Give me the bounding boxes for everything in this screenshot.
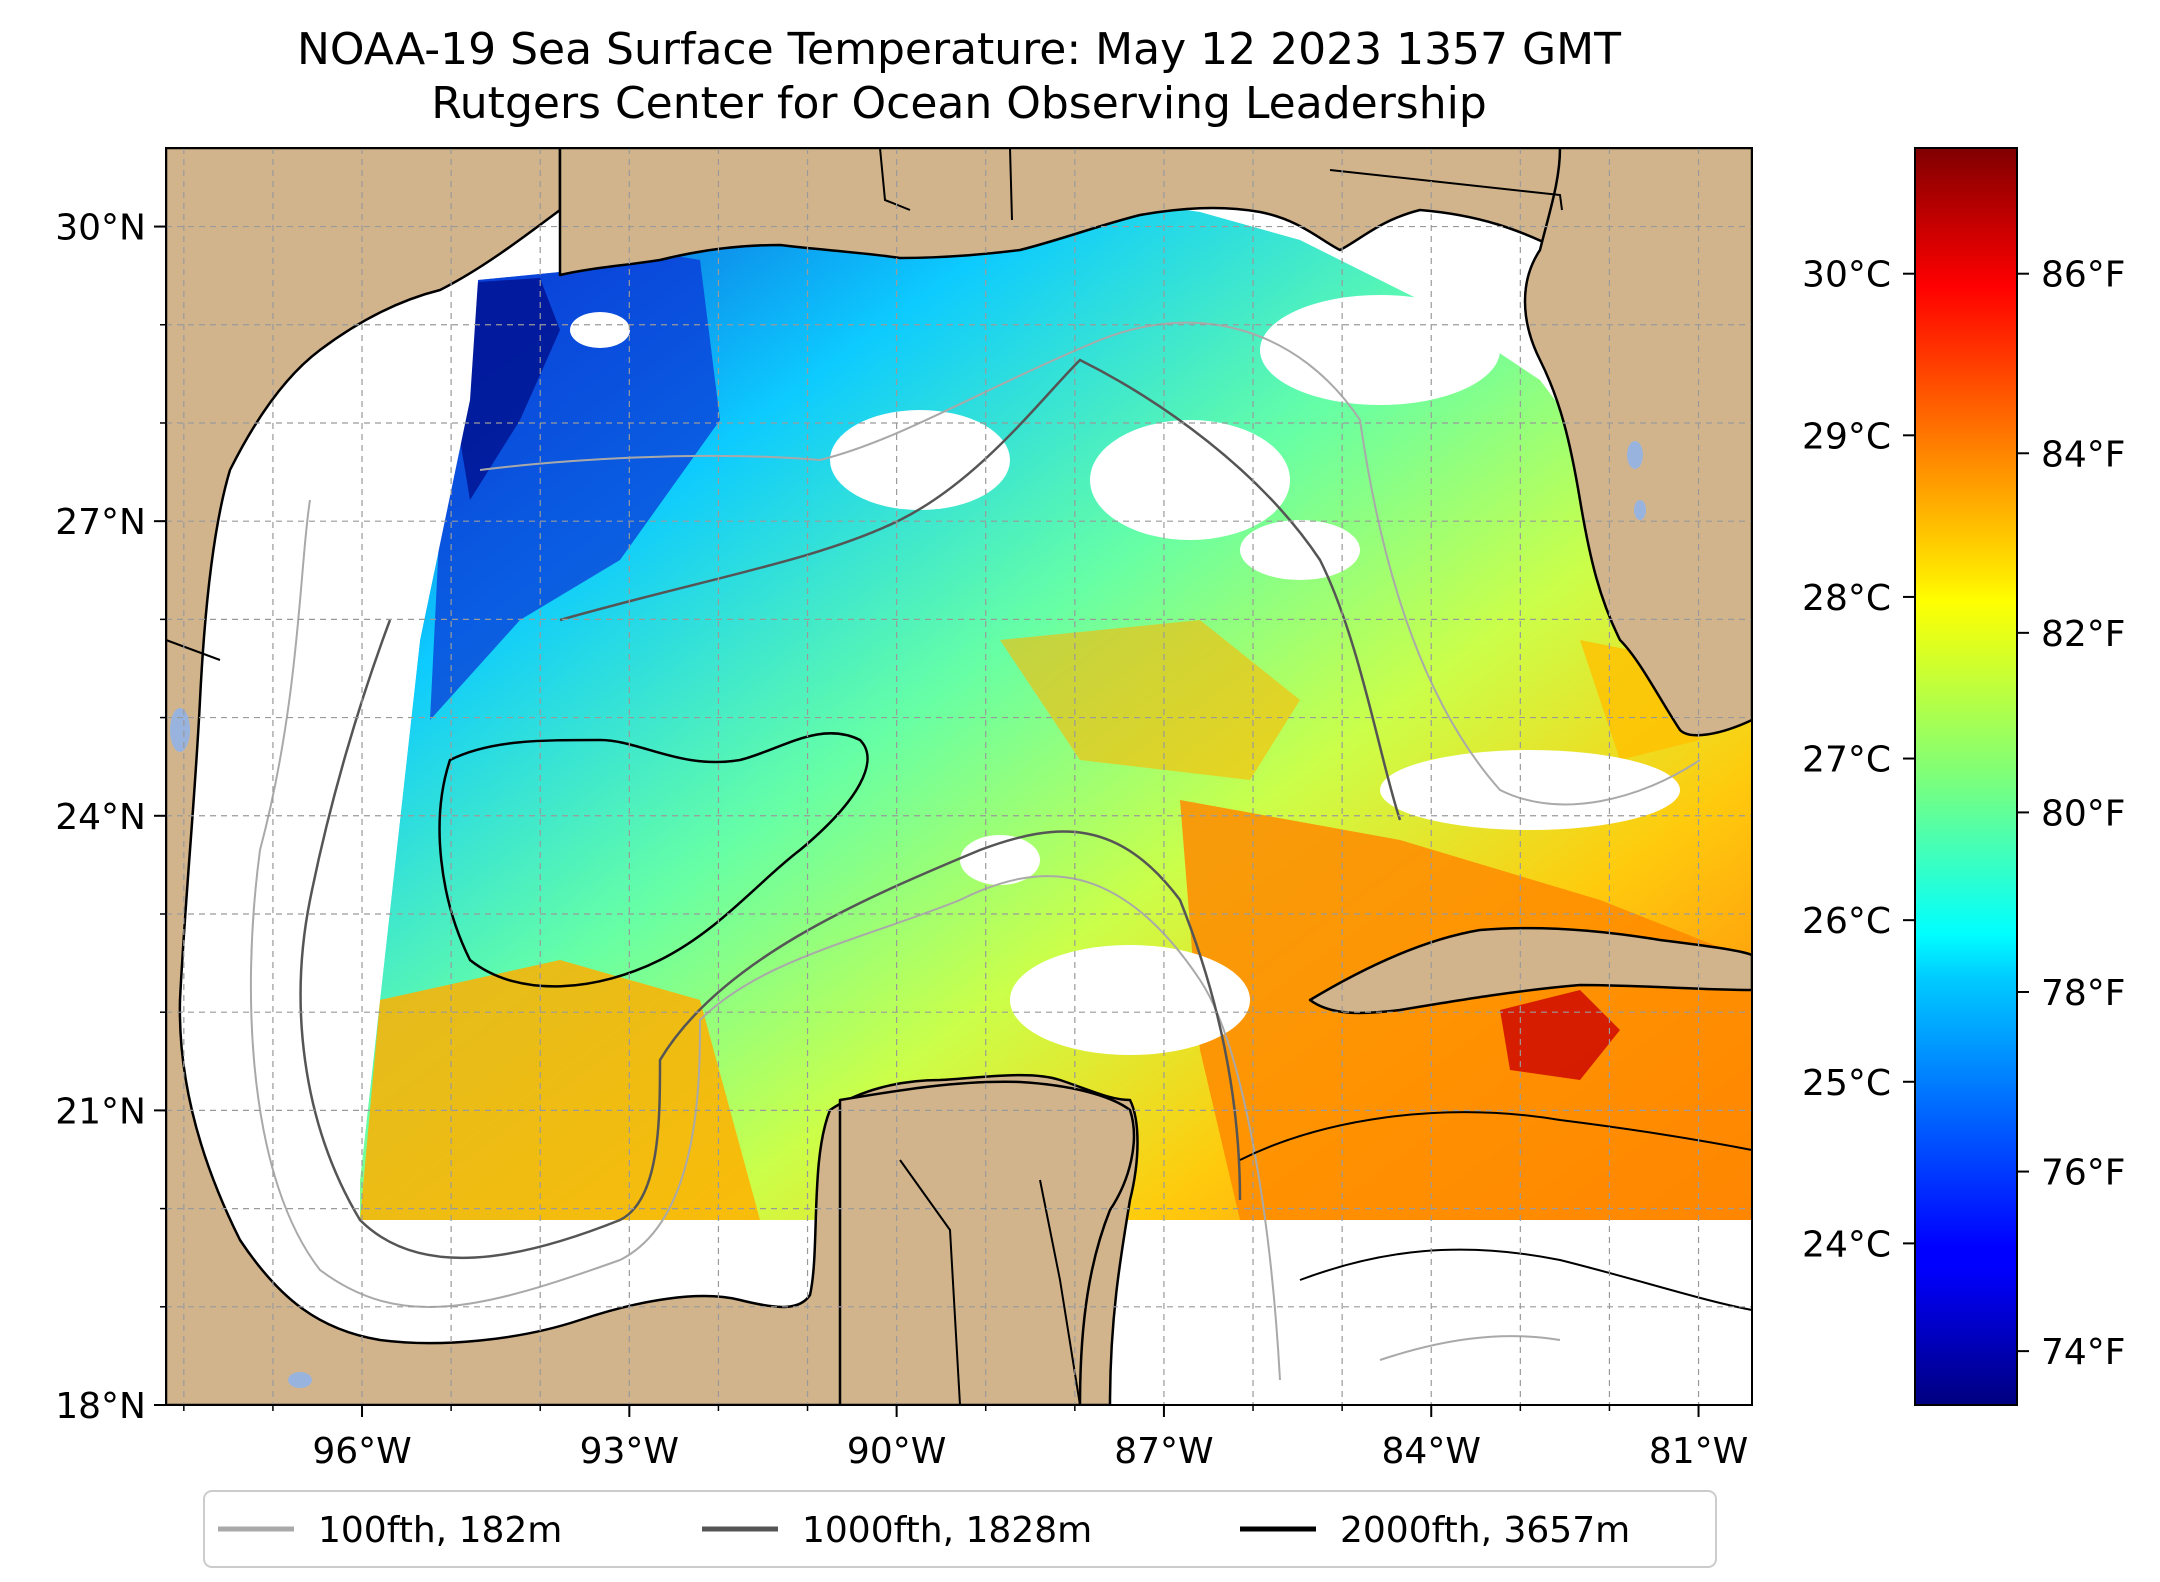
border-line: [879, 148, 911, 211]
contour-100fth: [479, 321, 1701, 806]
contour-2000fth: [438, 732, 869, 988]
sst-deep-blue-northwest: [460, 278, 560, 500]
political-borders: [166, 148, 1563, 1405]
cloud-patch: [1260, 295, 1500, 405]
lon-tick-label: 90°W: [847, 1431, 946, 1472]
lake: [288, 1372, 312, 1388]
lon-tick-label: 81°W: [1649, 1431, 1748, 1472]
colorbar-celsius-axis: 30°C 29°C 28°C 27°C 26°C 25°C 24°C: [1802, 255, 1915, 1265]
lake: [170, 708, 190, 752]
celsius-tick-label: 24°C: [1802, 1224, 1891, 1265]
lon-tick-label: 87°W: [1114, 1431, 1213, 1472]
cloud-patch: [570, 312, 630, 348]
celsius-tick-label: 26°C: [1802, 901, 1891, 942]
colorbar-gradient: [1915, 148, 2017, 1405]
chart-subtitle: Rutgers Center for Ocean Observing Leade…: [431, 78, 1487, 129]
border-line: [1009, 148, 1013, 221]
sst-warm-caribbean: [1180, 800, 1752, 1220]
latitude-axis: 30°N 27°N 24°N 21°N 18°N: [55, 208, 166, 1427]
contour-2000fth: [1239, 1111, 1752, 1161]
cloud-patch: [1090, 420, 1290, 540]
lakes: [170, 441, 1646, 1388]
legend: 100fth, 182m 1000fth, 1828m 2000fth, 3657m: [203, 1490, 1717, 1568]
lat-tick-label: 18°N: [55, 1386, 146, 1427]
map-frame: [165, 147, 1753, 1406]
colorbar-fahrenheit-axis: 86°F 84°F 82°F 80°F 78°F 76°F 74°F: [2017, 255, 2126, 1373]
contour-100fth: [1379, 1335, 1561, 1361]
fahrenheit-tick-label: 86°F: [2041, 255, 2126, 296]
lake: [1627, 441, 1643, 469]
legend-label: 100fth, 182m: [318, 1510, 562, 1551]
bathymetry-contours: [249, 321, 1752, 1381]
lon-tick-label: 93°W: [580, 1431, 679, 1472]
sst-warm-southwest: [360, 960, 760, 1220]
fahrenheit-tick-label: 82°F: [2041, 614, 2126, 655]
celsius-tick-label: 25°C: [1802, 1063, 1891, 1104]
celsius-tick-label: 29°C: [1802, 416, 1891, 457]
colorbar-frame: [1914, 147, 2018, 1406]
lat-tick-label: 21°N: [55, 1091, 146, 1132]
celsius-tick-label: 28°C: [1802, 578, 1891, 619]
border-line: [1329, 169, 1563, 211]
border-line: [899, 1159, 961, 1405]
contour-1000fth: [559, 358, 1402, 821]
land-florida: [1523, 148, 1752, 737]
cloud-patch: [960, 835, 1040, 885]
land-yucatan: [838, 1080, 1136, 1405]
lake: [1634, 500, 1646, 520]
chart-title: NOAA-19 Sea Surface Temperature: May 12 …: [297, 24, 1621, 75]
contour-2000fth: [1299, 1248, 1752, 1311]
lat-tick-label: 24°N: [55, 797, 146, 838]
border-line: [1039, 1179, 1081, 1405]
lon-tick-label: 84°W: [1382, 1431, 1481, 1472]
lon-tick-label: 96°W: [312, 1431, 411, 1472]
fahrenheit-tick-label: 84°F: [2041, 434, 2126, 475]
contour-1000fth: [299, 619, 1242, 1260]
fahrenheit-tick-label: 74°F: [2041, 1332, 2126, 1373]
contour-100fth: [249, 499, 1281, 1381]
cloud-patch: [830, 410, 1010, 510]
legend-label: 2000fth, 3657m: [1340, 1510, 1630, 1551]
fahrenheit-tick-label: 78°F: [2041, 973, 2126, 1014]
cloud-patch: [1380, 750, 1680, 830]
fahrenheit-tick-label: 76°F: [2041, 1153, 2126, 1194]
gridlines: [166, 148, 1752, 1405]
longitude-axis: 96°W 93°W 90°W 87°W 84°W 81°W: [183, 1405, 1748, 1472]
cloud-patch: [1240, 520, 1360, 580]
cloud-patch: [1010, 945, 1250, 1055]
border-line: [166, 639, 221, 661]
fahrenheit-tick-label: 80°F: [2041, 793, 2126, 834]
land: [166, 148, 1752, 1405]
lat-tick-label: 27°N: [55, 502, 146, 543]
celsius-tick-label: 30°C: [1802, 255, 1891, 296]
celsius-tick-label: 27°C: [1802, 740, 1891, 781]
legend-label: 1000fth, 1828m: [802, 1510, 1092, 1551]
legend-frame: [203, 1490, 1717, 1568]
land-cuba: [1308, 926, 1752, 1015]
lat-tick-label: 30°N: [55, 208, 146, 249]
